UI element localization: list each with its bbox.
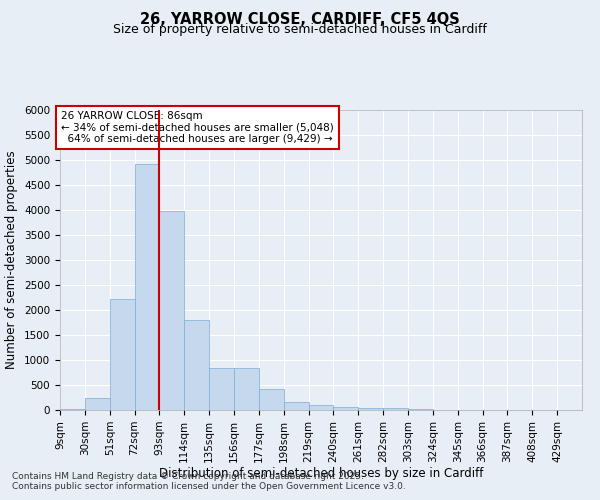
Text: Contains public sector information licensed under the Open Government Licence v3: Contains public sector information licen… bbox=[12, 482, 406, 491]
Bar bbox=[383, 408, 408, 410]
Bar bbox=[110, 298, 134, 410]
Text: 26, YARROW CLOSE, CARDIFF, CF5 4QS: 26, YARROW CLOSE, CARDIFF, CF5 4QS bbox=[140, 12, 460, 28]
Bar bbox=[160, 211, 184, 410]
Text: 26 YARROW CLOSE: 86sqm
← 34% of semi-detached houses are smaller (5,048)
  64% o: 26 YARROW CLOSE: 86sqm ← 34% of semi-det… bbox=[61, 111, 334, 144]
Y-axis label: Number of semi-detached properties: Number of semi-detached properties bbox=[5, 150, 19, 370]
X-axis label: Distribution of semi-detached houses by size in Cardiff: Distribution of semi-detached houses by … bbox=[159, 468, 483, 480]
Bar bbox=[60, 409, 85, 410]
Bar bbox=[184, 320, 209, 410]
Text: Contains HM Land Registry data © Crown copyright and database right 2025.: Contains HM Land Registry data © Crown c… bbox=[12, 472, 364, 481]
Bar bbox=[308, 405, 334, 410]
Bar bbox=[234, 368, 259, 410]
Bar bbox=[209, 368, 234, 410]
Bar bbox=[85, 398, 110, 410]
Bar bbox=[334, 407, 358, 410]
Bar bbox=[408, 409, 433, 410]
Text: Size of property relative to semi-detached houses in Cardiff: Size of property relative to semi-detach… bbox=[113, 22, 487, 36]
Bar bbox=[284, 402, 308, 410]
Bar bbox=[358, 408, 383, 410]
Bar bbox=[134, 164, 160, 410]
Bar bbox=[259, 389, 284, 410]
